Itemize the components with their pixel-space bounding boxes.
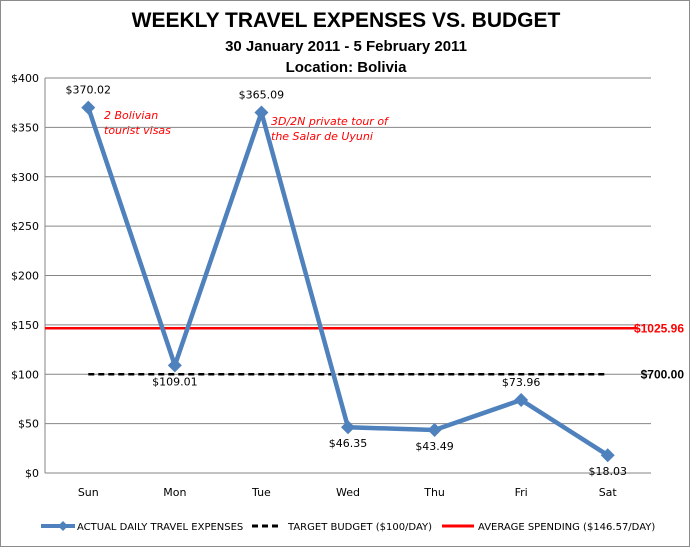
y-tick-label: $350 xyxy=(11,121,39,134)
x-tick-label: Mon xyxy=(163,486,186,499)
x-tick-label: Sun xyxy=(78,486,99,499)
legend-actual-marker xyxy=(58,521,68,531)
x-tick-label: Sat xyxy=(599,486,618,499)
annotation-text: 3D/2N private tour of xyxy=(271,115,390,128)
target-end-label: $700.00 xyxy=(641,367,685,381)
average-end-label: $1025.96 xyxy=(634,321,684,335)
y-tick-label: $0 xyxy=(25,467,39,480)
annotation-text: tourist visas xyxy=(104,124,171,137)
data-label: $18.03 xyxy=(588,465,627,478)
legend-actual-label: ACTUAL DAILY TRAVEL EXPENSES xyxy=(77,522,243,533)
x-tick-label: Thu xyxy=(423,486,445,499)
data-point-marker xyxy=(427,423,442,438)
y-tick-label: $400 xyxy=(11,72,39,85)
data-label: $43.49 xyxy=(415,440,454,453)
data-label: $46.35 xyxy=(329,437,368,450)
chart-subtitle: 30 January 2011 - 5 February 2011 xyxy=(225,38,467,55)
data-point-marker xyxy=(167,358,182,373)
data-point-marker xyxy=(600,448,615,463)
annotation-text: 2 Bolivian xyxy=(104,109,158,122)
y-tick-label: $150 xyxy=(11,319,39,332)
y-tick-label: $50 xyxy=(18,418,39,431)
chart-location: Location: Bolivia xyxy=(285,59,407,76)
x-tick-label: Wed xyxy=(336,486,360,499)
chart-title: WEEKLY TRAVEL EXPENSES VS. BUDGET xyxy=(131,9,561,32)
x-tick-label: Fri xyxy=(515,486,528,499)
y-tick-label: $100 xyxy=(11,368,39,381)
data-label: $370.02 xyxy=(66,84,112,97)
actual-expenses-line xyxy=(86,106,609,458)
y-tick-label: $200 xyxy=(11,270,39,283)
y-tick-label: $250 xyxy=(11,220,39,233)
annotation-text: the Salar de Uyuni xyxy=(271,130,373,143)
data-point-marker xyxy=(514,392,529,407)
data-point-marker xyxy=(341,420,355,435)
data-label: $109.01 xyxy=(152,375,198,388)
y-tick-label: $300 xyxy=(11,171,39,184)
data-label: $73.96 xyxy=(502,376,541,389)
data-point-marker xyxy=(254,105,269,120)
data-point-marker xyxy=(81,100,96,115)
data-label: $365.09 xyxy=(239,88,285,101)
x-tick-label: Tue xyxy=(251,486,271,499)
legend-target-label: TARGET BUDGET ($100/DAY) xyxy=(287,522,432,533)
legend-average-label: AVERAGE SPENDING ($146.57/DAY) xyxy=(478,522,655,533)
